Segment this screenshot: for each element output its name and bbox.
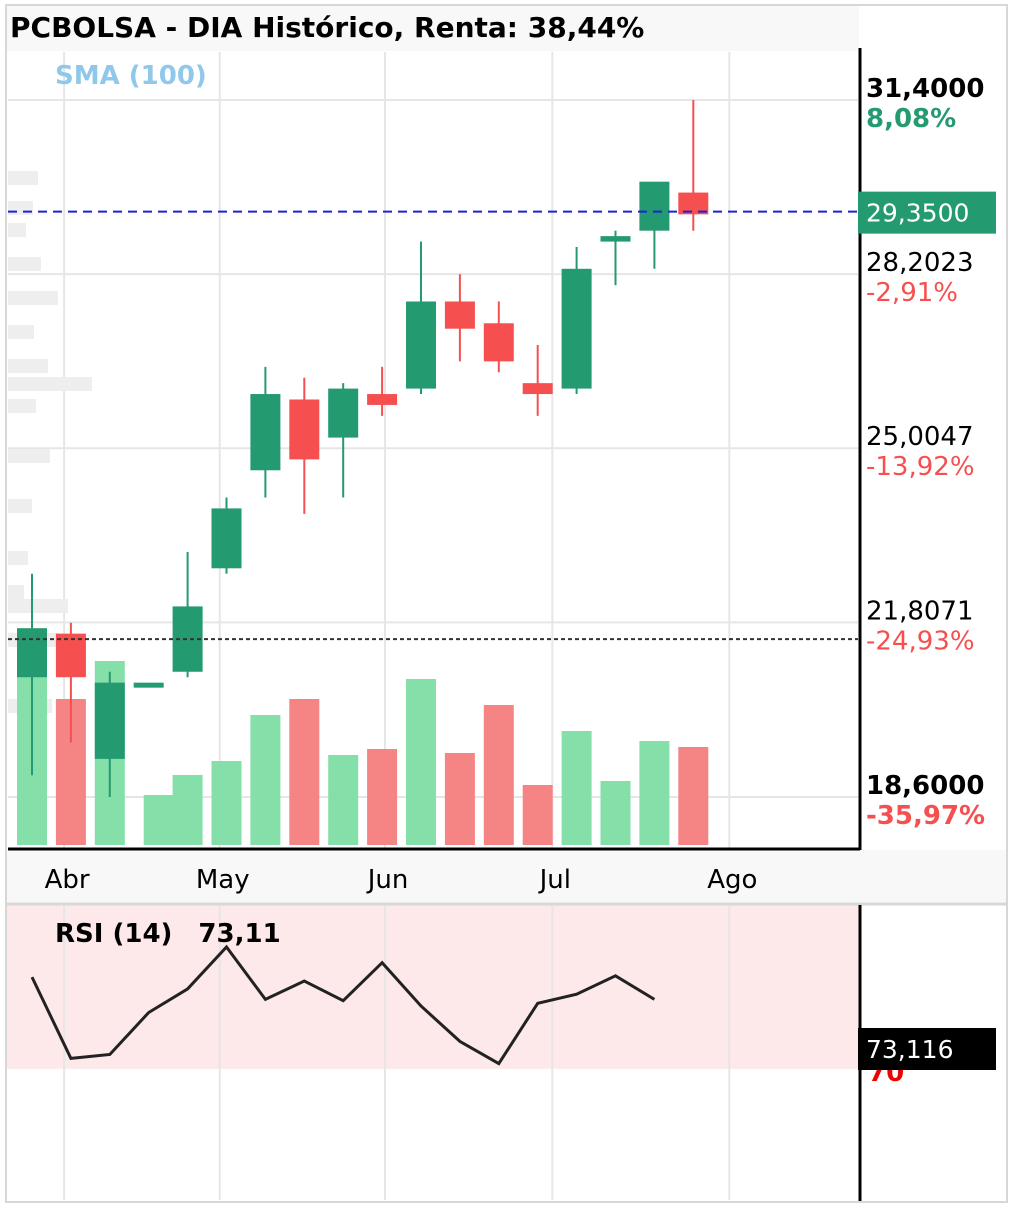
volume-profile-bar	[8, 325, 34, 339]
price-tick-percent: -35,97%	[866, 801, 985, 831]
candle-body	[250, 394, 281, 471]
volume-profile-bar	[8, 171, 38, 185]
candlestick	[639, 181, 670, 269]
volume-bar	[367, 749, 398, 845]
candlesticks	[17, 100, 709, 797]
volume-bar	[600, 781, 631, 845]
candlestick	[561, 247, 592, 395]
candlestick	[522, 345, 553, 416]
volume-bar	[522, 785, 553, 845]
volume-profile-bar	[8, 399, 36, 413]
volume-bar	[328, 755, 359, 845]
candlestick	[55, 622, 86, 743]
volume-bar	[172, 775, 203, 845]
candle-body	[678, 192, 709, 215]
volume-bar	[289, 699, 320, 845]
candle-body	[444, 301, 475, 329]
volume-profile-bar	[8, 551, 28, 565]
candlestick	[406, 241, 436, 395]
candle-body	[328, 388, 359, 438]
volume-profile-bar	[8, 377, 92, 391]
x-tick-label: Jun	[366, 865, 409, 895]
x-tick-label: Ago	[707, 865, 757, 895]
price-tick-label: 31,4000	[866, 74, 984, 104]
candlestick	[483, 301, 514, 373]
volume-profile-bar	[8, 291, 58, 305]
price-tick-percent: -24,93%	[866, 626, 975, 656]
volume-profile-bar	[8, 599, 68, 613]
price-tick-percent: -13,92%	[866, 452, 975, 482]
candle-body	[639, 181, 670, 231]
candle-body	[522, 383, 553, 395]
price-tick-label: 18,6000	[866, 771, 984, 801]
page-title: PCBOLSA - DIA Histórico, Renta: 38,44%	[10, 11, 645, 44]
rsi-title: RSI (14)	[55, 919, 173, 949]
rsi-value-badge: 73,116	[858, 1028, 996, 1070]
price-tick-percent: -2,91%	[866, 278, 958, 308]
candle-body	[94, 682, 125, 759]
current-price-badge: 29,3500	[858, 191, 996, 234]
candlestick	[94, 671, 125, 797]
candlestick	[367, 366, 398, 416]
volume-profile-bar	[8, 201, 33, 215]
x-tick-label: May	[196, 865, 250, 895]
candlestick	[600, 230, 631, 286]
rsi-current-value: 73,11	[198, 919, 281, 949]
volume-bar	[143, 795, 174, 845]
sma-indicator-label[interactable]: SMA (100)	[55, 61, 207, 91]
price-tick-label: 21,8071	[866, 596, 974, 626]
volume-bar	[406, 679, 436, 845]
x-tick-label: Abr	[45, 865, 90, 895]
price-tick-label: 25,0047	[866, 422, 974, 452]
candlestick	[444, 274, 475, 362]
rsi-value-label: 73,116	[866, 1035, 953, 1064]
volume-bar	[483, 705, 514, 845]
candle-body	[55, 633, 86, 678]
candle-body	[367, 394, 398, 405]
candle-body	[17, 628, 47, 678]
price-tick-label: 28,2023	[866, 248, 974, 278]
candlestick	[328, 383, 359, 498]
x-axis-bg	[7, 850, 1006, 902]
candlestick	[289, 377, 320, 514]
rsi-line	[30, 944, 656, 1066]
volume-bar	[211, 761, 242, 845]
candle-body	[561, 268, 592, 389]
title-bar-bg	[7, 6, 859, 51]
candle-body	[406, 301, 436, 389]
candle-body	[289, 399, 320, 460]
volume-profile-bar	[8, 449, 50, 463]
candlestick	[250, 366, 281, 498]
candlestick	[211, 497, 242, 574]
x-tick-label: Jul	[538, 865, 571, 895]
current-price-label: 29,3500	[866, 199, 969, 228]
candlestick	[133, 682, 164, 688]
volume-profile-bar	[8, 359, 48, 373]
volume-bar	[561, 731, 592, 845]
volume-bar	[250, 715, 281, 845]
volume-bar	[444, 753, 475, 845]
volume-profile-bar	[8, 257, 41, 271]
volume-bar	[639, 741, 670, 845]
volume-profile-bar	[8, 499, 32, 513]
rsi-overbought-zone	[7, 905, 859, 1069]
candle-body	[211, 508, 242, 569]
volume-bar	[678, 747, 709, 845]
candle-body	[483, 323, 514, 362]
candlestick	[17, 573, 47, 776]
volume-profile-bar	[8, 585, 24, 599]
price-tick-percent: 8,08%	[866, 104, 956, 134]
volume-profile-bar	[8, 223, 26, 237]
candle-body	[600, 236, 631, 242]
candle-body	[133, 682, 164, 688]
candlestick	[678, 100, 709, 231]
x-axis-labels: Abr May Jun Jul Ago	[45, 865, 758, 895]
rsi-header: RSI (14) 73,11	[55, 914, 307, 954]
